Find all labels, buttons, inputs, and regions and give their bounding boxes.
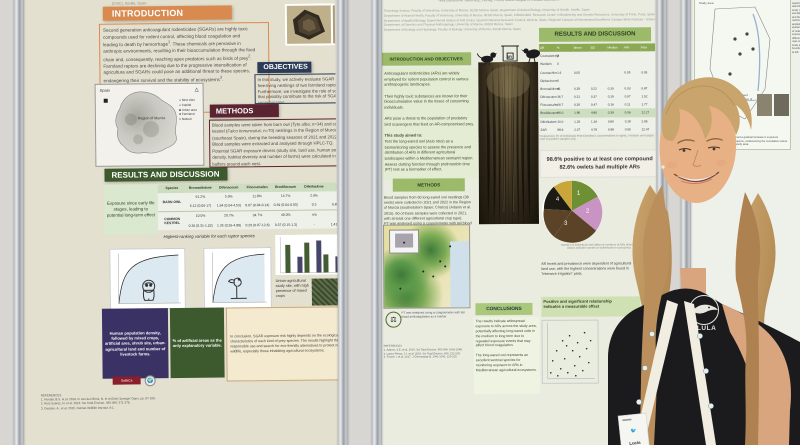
svg-text:🐦: 🐦: [630, 428, 637, 435]
svg-text:Lucía: Lucía: [629, 440, 641, 445]
